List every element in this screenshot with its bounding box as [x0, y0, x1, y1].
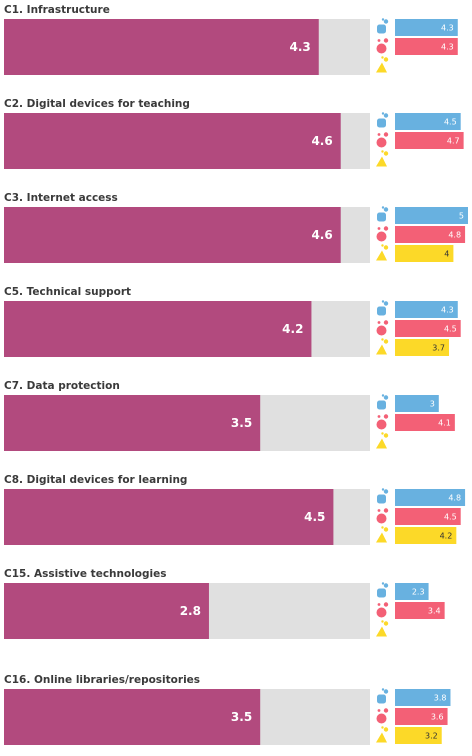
group-bar	[395, 395, 439, 412]
group-bar	[395, 414, 455, 431]
group-bar-value-label: 4.5	[444, 118, 457, 127]
group-bar	[395, 527, 457, 544]
category-label: C1. Infrastructure	[4, 4, 110, 16]
category-label: C7. Data protection	[4, 380, 120, 392]
group-bar-value-label: 5	[459, 212, 464, 221]
category-group: C1. Infrastructure 4.3 4.3 4.3	[4, 4, 458, 75]
yellow-person-icon	[376, 432, 389, 449]
main-bar	[4, 301, 312, 357]
main-bar-value-label: 2.8	[180, 604, 201, 618]
blue-person-icon	[377, 112, 389, 128]
category-group: C5. Technical support 4.2 4.3 4.5 3.7	[4, 286, 461, 357]
group-bar	[395, 301, 458, 318]
main-bar	[4, 489, 334, 545]
group-bar-value-label: 4.3	[441, 24, 454, 33]
group-bar-value-label: 2.3	[412, 588, 425, 597]
group-bar	[395, 727, 442, 744]
blue-person-icon	[377, 394, 389, 410]
group-bar	[395, 708, 448, 725]
category-group: C3. Internet access 4.6 5 4.8 4	[4, 192, 468, 263]
group-bar-value-label: 3.8	[434, 694, 447, 703]
red-person-icon	[376, 320, 389, 336]
red-person-icon	[376, 132, 389, 148]
group-bar	[395, 132, 464, 149]
main-bar-value-label: 4.2	[282, 322, 303, 336]
yellow-person-icon	[376, 150, 389, 167]
category-group: C15. Assistive technologies 2.8 2.3 3.4	[4, 568, 445, 639]
blue-person-icon	[377, 688, 389, 704]
group-bar	[395, 583, 429, 600]
group-bar	[395, 38, 458, 55]
group-bar-value-label: 3.7	[432, 344, 445, 353]
main-bar	[4, 583, 209, 639]
red-person-icon	[376, 226, 389, 242]
yellow-person-icon	[376, 56, 389, 73]
group-bar-value-label: 3.2	[425, 732, 438, 741]
category-label: C15. Assistive technologies	[4, 568, 167, 580]
group-bar-value-label: 4.8	[448, 494, 461, 503]
category-label: C2. Digital devices for teaching	[4, 98, 190, 110]
yellow-person-icon	[376, 620, 389, 637]
category-group: C16. Online libraries/repositories 3.5 3.8…	[4, 674, 451, 745]
main-bar	[4, 113, 341, 169]
category-group: C8. Digital devices for learning 4.5 4.8 4.…	[4, 474, 466, 545]
group-bar-value-label: 3	[430, 400, 435, 409]
group-bar-value-label: 4.8	[448, 231, 461, 240]
group-bar	[395, 689, 451, 706]
group-bar	[395, 19, 458, 36]
group-bar	[395, 602, 445, 619]
group-bar	[395, 113, 461, 130]
yellow-person-icon	[376, 526, 389, 543]
group-bar-value-label: 4	[444, 250, 449, 259]
main-bar-value-label: 4.5	[304, 510, 325, 524]
group-bar	[395, 226, 466, 243]
yellow-person-icon	[376, 338, 389, 355]
group-bar	[395, 508, 461, 525]
category-label: C3. Internet access	[4, 192, 118, 204]
group-bar	[395, 245, 454, 262]
blue-person-icon	[377, 300, 389, 316]
group-bar-value-label: 4.5	[444, 513, 457, 522]
group-bar-value-label: 3.4	[428, 607, 441, 616]
yellow-person-icon	[376, 726, 389, 743]
group-bar	[395, 320, 461, 337]
red-person-icon	[376, 38, 389, 54]
group-bar	[395, 339, 450, 356]
yellow-person-icon	[376, 244, 389, 261]
main-bar	[4, 395, 261, 451]
red-person-icon	[376, 602, 389, 618]
group-bar-value-label: 4.7	[447, 137, 460, 146]
group-bar-value-label: 4.2	[440, 532, 453, 541]
main-bar	[4, 207, 341, 263]
red-person-icon	[376, 708, 389, 724]
main-bar-value-label: 4.6	[311, 134, 332, 148]
main-bar	[4, 689, 261, 745]
category-group: C2. Digital devices for teaching 4.6 4.5 4.…	[4, 98, 464, 169]
category-label: C8. Digital devices for learning	[4, 474, 187, 486]
category-label: C16. Online libraries/repositories	[4, 674, 200, 686]
group-bar	[395, 489, 466, 506]
red-person-icon	[376, 414, 389, 430]
blue-person-icon	[377, 488, 389, 504]
group-bar-value-label: 4.3	[441, 43, 454, 52]
main-bar-value-label: 3.5	[231, 416, 252, 430]
group-bar	[395, 207, 468, 224]
category-group: C7. Data protection 3.5 3 4.1	[4, 380, 455, 451]
blue-person-icon	[377, 18, 389, 34]
category-label: C5. Technical support	[4, 286, 131, 298]
main-bar-value-label: 4.3	[289, 40, 310, 54]
main-bar-value-label: 4.6	[311, 228, 332, 242]
red-person-icon	[376, 508, 389, 524]
blue-person-icon	[377, 206, 389, 222]
group-bar-value-label: 4.5	[444, 325, 457, 334]
main-bar	[4, 19, 319, 75]
group-bar-value-label: 4.3	[441, 306, 454, 315]
group-bar-value-label: 3.6	[431, 713, 444, 722]
main-bar-value-label: 3.5	[231, 710, 252, 724]
blue-person-icon	[377, 582, 389, 598]
group-bar-value-label: 4.1	[438, 419, 451, 428]
